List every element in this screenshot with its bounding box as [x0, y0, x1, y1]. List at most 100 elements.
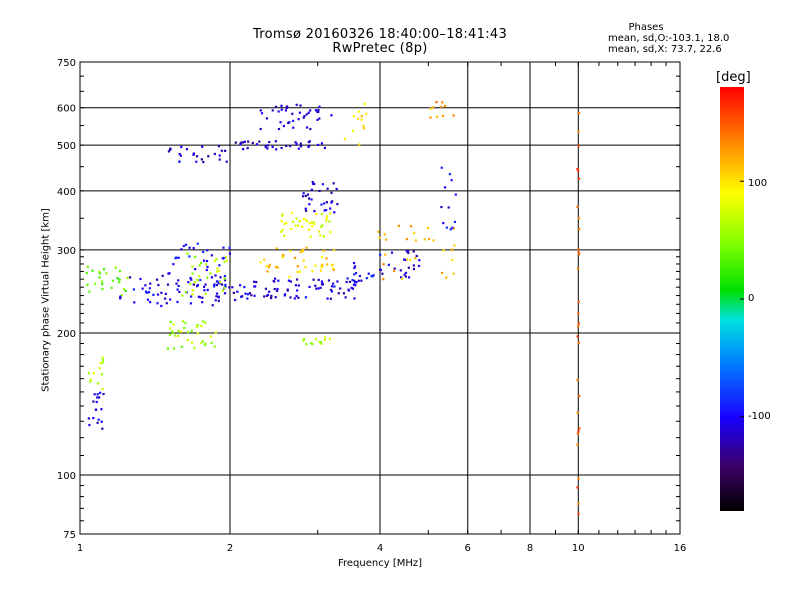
- data-point: [288, 275, 291, 279]
- data-point: [317, 108, 320, 112]
- data-point: [98, 396, 101, 399]
- data-point: [362, 127, 365, 130]
- data-point: [577, 248, 580, 251]
- data-point: [314, 338, 318, 341]
- data-point: [384, 238, 388, 241]
- data-point: [195, 285, 199, 288]
- data-point: [310, 342, 313, 345]
- data-point: [302, 192, 305, 195]
- colorbar-tick-label: -100: [748, 411, 771, 422]
- data-point: [255, 143, 259, 146]
- data-point: [274, 296, 277, 299]
- data-point: [193, 346, 196, 350]
- data-point: [176, 300, 179, 304]
- data-point: [357, 110, 360, 113]
- data-point: [156, 302, 159, 305]
- data-point: [332, 182, 335, 185]
- data-point: [314, 109, 318, 112]
- data-point: [440, 105, 443, 108]
- data-point: [378, 236, 381, 239]
- data-point: [255, 281, 258, 284]
- x-tick-label: 4: [377, 543, 383, 554]
- data-point: [414, 257, 417, 260]
- data-point: [336, 280, 339, 283]
- data-point: [146, 298, 149, 301]
- data-point: [302, 259, 305, 262]
- data-point: [432, 239, 435, 242]
- colorbar-unit-label: [deg]: [716, 70, 751, 85]
- data-point: [415, 254, 418, 258]
- data-point: [452, 272, 455, 275]
- data-point: [195, 160, 198, 163]
- data-point: [166, 283, 170, 286]
- data-point: [357, 279, 360, 282]
- data-point: [453, 220, 457, 224]
- data-point: [429, 116, 432, 119]
- data-point: [185, 148, 189, 151]
- data-point: [128, 276, 132, 279]
- data-point: [304, 194, 307, 197]
- data-point: [206, 265, 209, 268]
- data-point: [323, 209, 326, 212]
- data-point: [186, 338, 189, 342]
- data-point: [409, 225, 413, 228]
- y-tick-label: 200: [57, 329, 76, 340]
- data-point: [201, 145, 204, 148]
- data-point: [576, 432, 579, 435]
- data-point: [168, 333, 172, 337]
- y-tick-label: 100: [57, 471, 76, 482]
- data-point: [172, 331, 175, 335]
- data-point: [203, 289, 206, 292]
- data-point: [330, 191, 333, 194]
- data-point: [287, 279, 291, 282]
- data-point: [354, 284, 357, 287]
- data-point: [98, 276, 101, 279]
- axis-ticks: [79, 61, 681, 534]
- data-point: [308, 222, 312, 225]
- data-point: [242, 147, 245, 151]
- data-point: [417, 264, 421, 268]
- data-point: [285, 105, 289, 108]
- data-point: [169, 327, 172, 330]
- data-point: [254, 285, 257, 288]
- data-point: [187, 280, 190, 284]
- data-point: [309, 235, 312, 238]
- data-point: [169, 320, 172, 324]
- data-point: [279, 121, 282, 124]
- data-point: [350, 286, 353, 289]
- data-point: [166, 347, 169, 350]
- data-point: [360, 279, 363, 282]
- data-point: [100, 408, 103, 411]
- data-point: [578, 253, 581, 256]
- data-point: [189, 295, 193, 298]
- data-point: [412, 232, 416, 235]
- data-point: [332, 282, 335, 285]
- data-point: [296, 265, 300, 268]
- data-point: [114, 266, 117, 269]
- data-point: [577, 130, 580, 133]
- data-point: [268, 263, 272, 267]
- data-point: [215, 280, 219, 283]
- data-point: [204, 342, 207, 345]
- data-point: [320, 225, 323, 228]
- x-axis-label: Frequency [MHz]: [337, 558, 423, 569]
- data-point: [165, 302, 168, 305]
- data-point: [382, 278, 385, 281]
- data-point: [295, 217, 298, 220]
- data-point: [301, 195, 305, 198]
- data-point: [167, 272, 170, 275]
- data-point: [281, 256, 284, 259]
- data-point: [365, 112, 368, 115]
- data-point: [190, 329, 193, 332]
- data-point: [215, 283, 219, 287]
- data-point: [451, 226, 454, 229]
- data-point: [441, 271, 444, 275]
- data-point: [234, 298, 237, 302]
- data-point: [576, 168, 579, 171]
- data-point: [577, 325, 580, 328]
- data-point: [405, 238, 408, 241]
- data-point: [264, 144, 267, 147]
- data-point: [101, 356, 104, 359]
- data-point: [224, 256, 228, 259]
- data-point: [399, 276, 403, 279]
